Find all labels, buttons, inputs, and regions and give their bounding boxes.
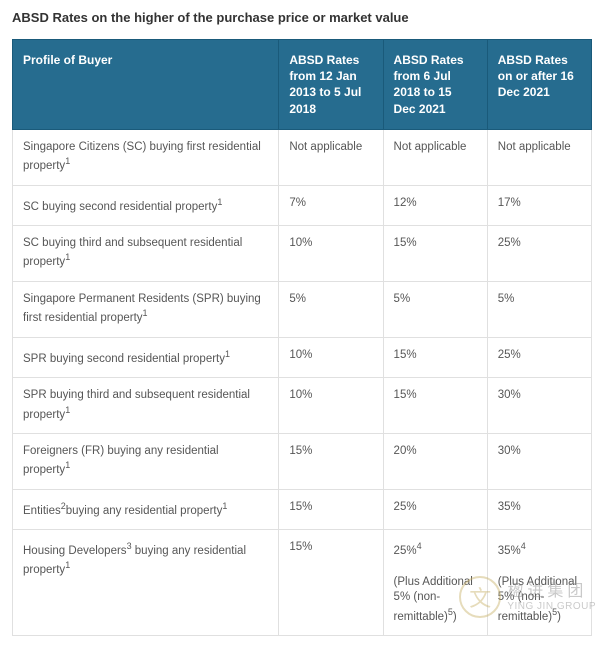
cell-rate-2013: 7%	[279, 185, 383, 225]
cell-rate-2021: 35%4(Plus Additional 5% (non-remittable)…	[487, 530, 591, 636]
cell-rate-2018: 20%	[383, 433, 487, 489]
cell-profile: Singapore Citizens (SC) buying first res…	[13, 129, 279, 185]
cell-rate-2018: 15%	[383, 378, 487, 434]
cell-rate-2021: 25%	[487, 225, 591, 281]
cell-profile: SC buying third and subsequent residenti…	[13, 225, 279, 281]
cell-rate-2013: 10%	[279, 337, 383, 377]
cell-rate-2021: 5%	[487, 281, 591, 337]
cell-profile: Singapore Permanent Residents (SPR) buyi…	[13, 281, 279, 337]
cell-rate-2018: 15%	[383, 225, 487, 281]
cell-rate-2013: 15%	[279, 489, 383, 529]
table-row: Singapore Permanent Residents (SPR) buyi…	[13, 281, 592, 337]
table-row: Foreigners (FR) buying any residential p…	[13, 433, 592, 489]
table-row: SPR buying third and subsequent resident…	[13, 378, 592, 434]
table-row: Entities2buying any residential property…	[13, 489, 592, 529]
col-header-rates-2013: ABSD Rates from 12 Jan 2013 to 5 Jul 201…	[279, 40, 383, 130]
table-row: SC buying third and subsequent residenti…	[13, 225, 592, 281]
cell-rate-2021: 17%	[487, 185, 591, 225]
cell-rate-2013: 10%	[279, 378, 383, 434]
cell-rate-2021: 30%	[487, 378, 591, 434]
col-header-rates-2018: ABSD Rates from 6 Jul 2018 to 15 Dec 202…	[383, 40, 487, 130]
cell-rate-2013: 15%	[279, 433, 383, 489]
cell-rate-2013: 15%	[279, 530, 383, 636]
cell-profile: SPR buying second residential property1	[13, 337, 279, 377]
cell-profile: SPR buying third and subsequent resident…	[13, 378, 279, 434]
table-row: Singapore Citizens (SC) buying first res…	[13, 129, 592, 185]
cell-rate-2013: 5%	[279, 281, 383, 337]
cell-rate-2018: 12%	[383, 185, 487, 225]
col-header-rates-2021: ABSD Rates on or after 16 Dec 2021	[487, 40, 591, 130]
cell-rate-2021: 25%	[487, 337, 591, 377]
table-row: Housing Developers3 buying any residenti…	[13, 530, 592, 636]
table-header-row: Profile of Buyer ABSD Rates from 12 Jan …	[13, 40, 592, 130]
col-header-profile: Profile of Buyer	[13, 40, 279, 130]
absd-rates-table: Profile of Buyer ABSD Rates from 12 Jan …	[12, 39, 592, 636]
cell-rate-2021: 35%	[487, 489, 591, 529]
cell-rate-2021: 30%	[487, 433, 591, 489]
cell-profile: Housing Developers3 buying any residenti…	[13, 530, 279, 636]
cell-rate-2018: 15%	[383, 337, 487, 377]
cell-rate-2021: Not applicable	[487, 129, 591, 185]
cell-rate-2018: Not applicable	[383, 129, 487, 185]
cell-rate-2018: 25%	[383, 489, 487, 529]
cell-profile: Foreigners (FR) buying any residential p…	[13, 433, 279, 489]
page-title: ABSD Rates on the higher of the purchase…	[12, 10, 592, 25]
table-row: SPR buying second residential property11…	[13, 337, 592, 377]
table-row: SC buying second residential property17%…	[13, 185, 592, 225]
cell-rate-2013: Not applicable	[279, 129, 383, 185]
cell-rate-2018: 25%4(Plus Additional 5% (non-remittable)…	[383, 530, 487, 636]
cell-rate-2018: 5%	[383, 281, 487, 337]
cell-profile: SC buying second residential property1	[13, 185, 279, 225]
cell-profile: Entities2buying any residential property…	[13, 489, 279, 529]
cell-rate-2013: 10%	[279, 225, 383, 281]
